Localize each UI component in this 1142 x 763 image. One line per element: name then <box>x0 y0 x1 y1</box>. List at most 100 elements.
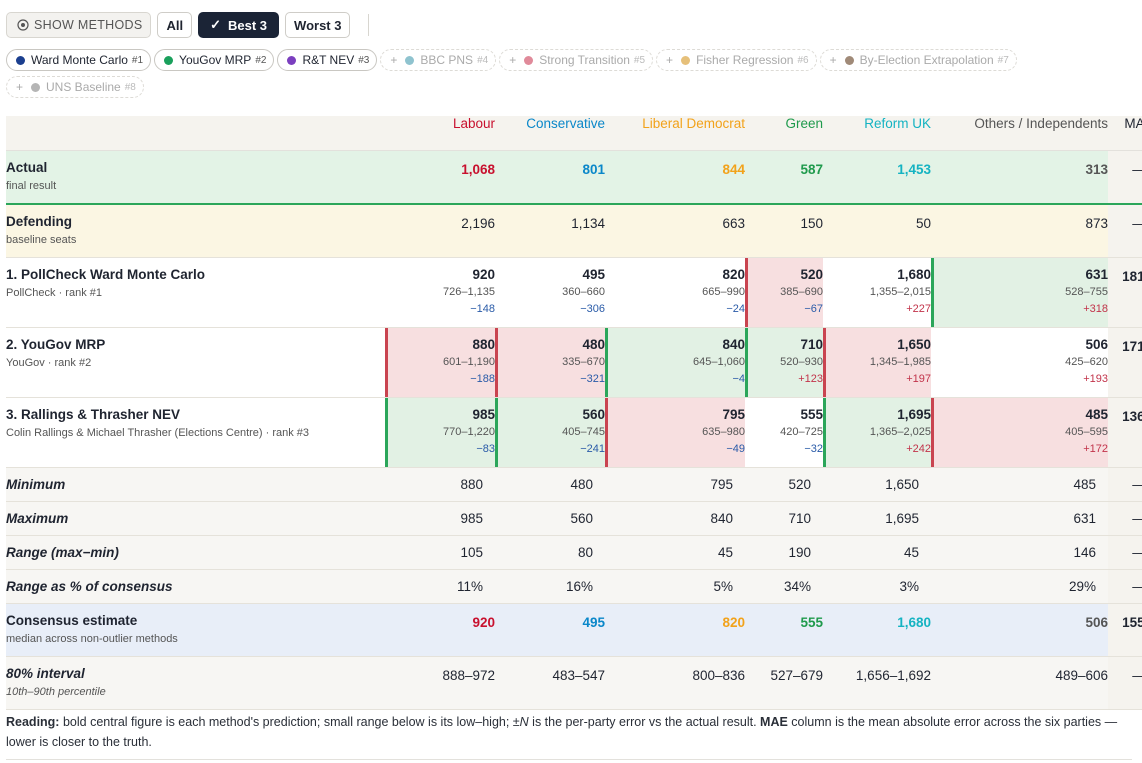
value-cell: 1,134 <box>495 204 605 258</box>
value-cell: 801 <box>495 150 605 205</box>
prediction-error: −306 <box>580 303 605 315</box>
mae-value: — <box>1108 162 1142 177</box>
prediction-error: −321 <box>580 373 605 385</box>
consensus-row: Consensus estimate median across non-outl… <box>6 603 1142 657</box>
prediction-cell: 820 665–990 −24 <box>605 257 745 328</box>
chip-rank: #1 <box>131 54 144 66</box>
prediction-cell: 480 335–670 −321 <box>495 327 605 398</box>
prediction: 985 <box>472 407 495 422</box>
prediction-error: +123 <box>798 373 823 385</box>
value-cell: 587 <box>745 150 823 205</box>
divider <box>368 14 370 36</box>
chip-rank: #3 <box>358 54 370 66</box>
value-cell: 495 <box>495 603 605 657</box>
prediction: 880 <box>472 337 495 352</box>
value-cell: 844 <box>605 150 745 205</box>
mae-cell: 171.0 <box>1108 327 1142 398</box>
header-party: Green <box>745 116 823 151</box>
color-dot-icon <box>681 55 691 65</box>
row-label: Actual final result <box>6 150 385 205</box>
prediction: 480 <box>582 337 605 352</box>
mae-cell: — <box>1108 501 1142 536</box>
value: 506 <box>1085 615 1108 630</box>
prediction-range: 645–1,060 <box>693 356 745 368</box>
show-methods-label: SHOW METHODS <box>34 18 143 32</box>
filter-worst3-button[interactable]: Worst 3 <box>285 12 351 38</box>
value: 801 <box>582 162 605 177</box>
prediction-range: 405–595 <box>1065 426 1108 438</box>
prediction: 1,695 <box>897 407 931 422</box>
mae-value: 171.0 <box>1122 339 1142 354</box>
prediction-range: 425–620 <box>1065 356 1108 368</box>
row-title: 2. YouGov MRP <box>6 337 106 352</box>
method-chip[interactable]: Ward Monte Carlo #1 <box>6 49 152 71</box>
row-label: Minimum <box>6 467 385 502</box>
row-label: Range (max−min) <box>6 535 385 570</box>
mae-value: — <box>1108 668 1142 683</box>
value-cell: 888–972 <box>385 656 495 710</box>
value-cell: 1,068 <box>385 150 495 205</box>
plus-icon: + <box>509 53 517 67</box>
prediction-error: −4 <box>732 373 745 385</box>
prediction: 1,680 <box>897 267 931 282</box>
value-cell: 800–836 <box>605 656 745 710</box>
method-chips: Ward Monte Carlo #1 YouGov MRP #2 R&T NEV #3 +… <box>6 49 1126 101</box>
method-row: 2. YouGov MRP YouGov · rank #2 880 601–1,19… <box>6 327 1142 398</box>
header-row: Labour Conservative Liberal Democrat Green R… <box>6 116 1142 151</box>
prediction-range: 520–930 <box>780 356 823 368</box>
prediction-cell: 485 405–595 +172 <box>931 397 1108 468</box>
color-dot-icon <box>164 55 174 65</box>
stat-value: 45 <box>823 535 931 570</box>
value: 1,656–1,692 <box>855 668 931 683</box>
value: 313 <box>1085 162 1108 177</box>
stat-value: 485 <box>931 467 1108 502</box>
value: 555 <box>800 615 823 630</box>
value-cell: 1,680 <box>823 603 931 657</box>
method-chip[interactable]: YouGov MRP #2 <box>154 49 275 71</box>
prediction-range: 635–980 <box>702 426 745 438</box>
defending-row: Defending baseline seats 2,196 1,134 663 150 5… <box>6 204 1142 258</box>
prediction-error: −241 <box>580 443 605 455</box>
row-label: Consensus estimate median across non-outl… <box>6 603 385 657</box>
row-subtitle: Colin Rallings & Michael Thrasher (Elect… <box>6 427 310 439</box>
mae-cell: — <box>1108 150 1142 205</box>
chip-label: R&T NEV <box>302 53 355 67</box>
mae-cell: 155.0 <box>1108 603 1142 657</box>
prediction-range: 528–755 <box>1065 286 1108 298</box>
chip-label: Fisher Regression <box>696 53 794 67</box>
chip-label: BBC PNS <box>420 53 474 67</box>
prediction-error: +242 <box>906 443 931 455</box>
value-cell: 1,453 <box>823 150 931 205</box>
prediction-cell: 506 425–620 +193 <box>931 327 1108 398</box>
stat-value: 11% <box>385 569 495 604</box>
prediction-range: 405–745 <box>562 426 605 438</box>
method-chip[interactable]: R&T NEV #3 <box>277 49 378 71</box>
method-chip[interactable]: + BBC PNS #4 <box>380 49 497 71</box>
stat-value: 5% <box>605 569 745 604</box>
value: 800–836 <box>692 668 745 683</box>
row-title: Consensus estimate <box>6 613 138 628</box>
stat-value: 560 <box>495 501 605 536</box>
prediction: 795 <box>722 407 745 422</box>
prediction-error: −148 <box>470 303 495 315</box>
value: 2,196 <box>461 216 495 231</box>
method-chip[interactable]: + UNS Baseline #8 <box>6 76 144 98</box>
stat-value: 80 <box>495 535 605 570</box>
color-dot-icon <box>16 55 25 65</box>
row-title: 1. PollCheck Ward Monte Carlo <box>6 267 206 282</box>
chip-rank: #2 <box>255 54 267 66</box>
method-chip[interactable]: + Strong Transition #5 <box>499 49 654 71</box>
filter-all-button[interactable]: All <box>157 12 193 38</box>
show-methods-toggle[interactable]: SHOW METHODS <box>6 12 152 38</box>
chip-rank: #7 <box>997 54 1009 66</box>
prediction-error: −188 <box>470 373 495 385</box>
header-method <box>6 116 385 151</box>
method-chip[interactable]: + Fisher Regression #6 <box>656 49 817 71</box>
filter-best3-button[interactable]: ✓ Best 3 <box>198 12 280 38</box>
value-cell: 50 <box>823 204 931 258</box>
value: 873 <box>1085 216 1108 231</box>
method-chip[interactable]: + By-Election Extrapolation #7 <box>819 49 1017 71</box>
value-cell: 555 <box>745 603 823 657</box>
row-title: 3. Rallings & Thrasher NEV <box>6 407 181 422</box>
reading-note: Reading: bold central figure is each met… <box>6 715 1118 749</box>
